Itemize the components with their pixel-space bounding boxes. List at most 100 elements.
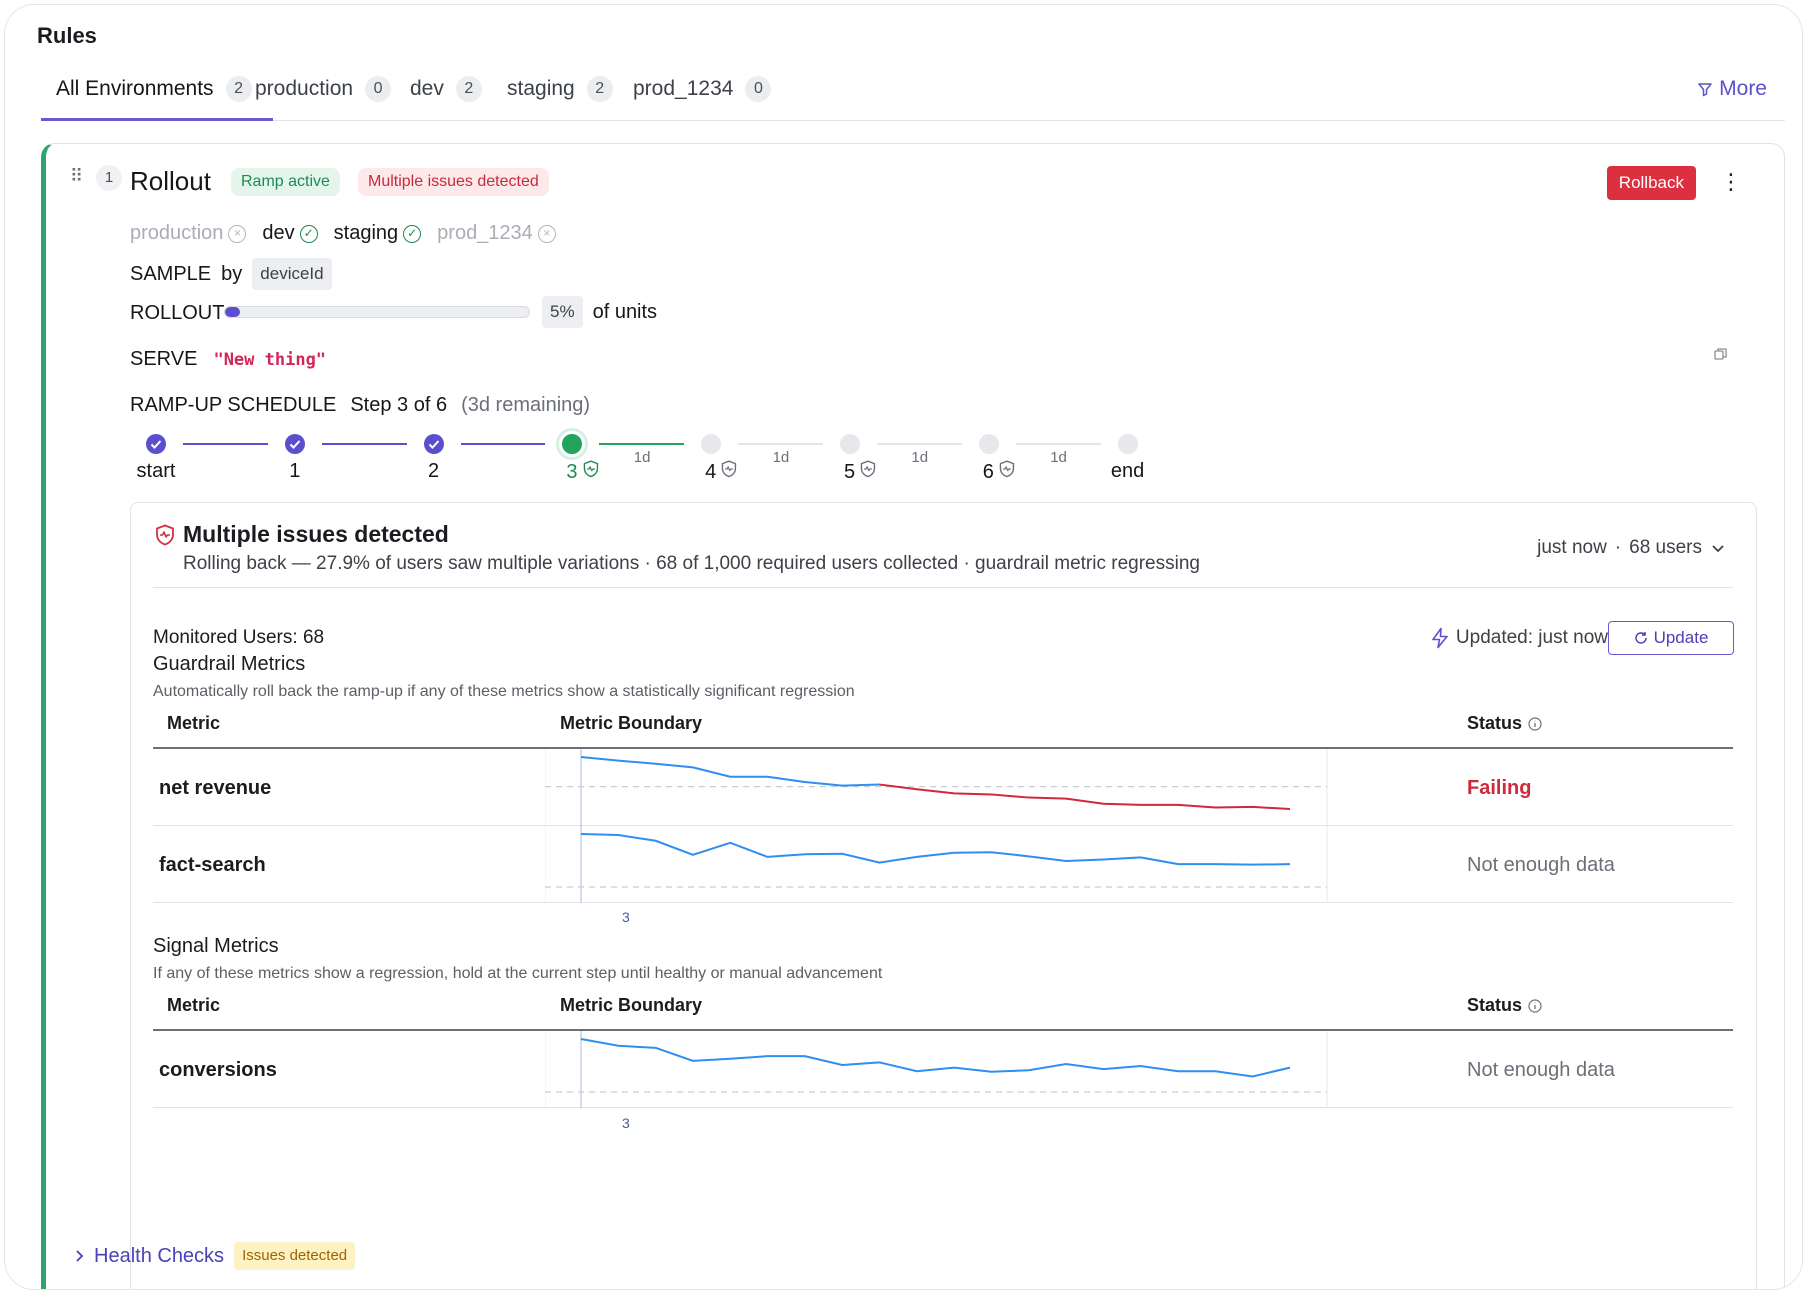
check-icon: [289, 440, 301, 449]
tab-label: production: [255, 77, 354, 100]
shield-icon: [999, 460, 1015, 484]
env-dev: dev ✓: [262, 222, 318, 245]
environment-status-list: production × dev ✓ staging ✓ prod_1234 ×: [130, 222, 556, 245]
tab-production[interactable]: production 0: [255, 76, 392, 121]
tab-label: prod_1234: [633, 77, 734, 100]
rollout-units: of units: [592, 300, 658, 323]
check-icon: [428, 440, 439, 449]
guardrail-description: Automatically roll back the ramp-up if a…: [153, 683, 855, 700]
lightning-icon: [1432, 627, 1448, 649]
step-node-1: [284, 434, 305, 454]
check-circle-icon: ✓: [299, 224, 318, 243]
step-axis-tick: 3: [622, 909, 630, 925]
drag-handle-icon[interactable]: ⠿: [70, 166, 83, 186]
step-label: 6: [983, 460, 1015, 484]
step-duration-label: 1d: [772, 449, 790, 466]
step-connector: [599, 443, 685, 445]
update-label: Update: [1653, 628, 1709, 647]
step-label: 2: [428, 460, 440, 482]
table-row: conversions Not enough data: [153, 1031, 1733, 1108]
sample-label: SAMPLE: [130, 262, 212, 285]
updated-label: Updated: just now: [1455, 627, 1608, 648]
rollback-button[interactable]: Rollback: [1606, 166, 1696, 200]
tab-all-environments[interactable]: All Environments 2: [56, 76, 252, 121]
step-node-start: [146, 434, 166, 454]
divider: [153, 587, 1733, 588]
col-metric: Metric: [167, 713, 221, 733]
step-node-4: [701, 434, 722, 454]
metric-name: net revenue: [159, 777, 272, 799]
table-row: fact-search Not enough data: [153, 826, 1733, 903]
chevron-down-icon: [1712, 545, 1724, 553]
monitored-users: Monitored Users: 68: [153, 627, 324, 649]
status-failing: Failing: [1467, 777, 1532, 799]
col-metric-boundary: Metric Boundary: [560, 713, 703, 733]
tab-prod-1234[interactable]: prod_1234 0: [633, 76, 772, 121]
schedule-remaining: (3d remaining): [461, 394, 591, 416]
environment-tabs: All Environments 2 production 0 dev 2 st…: [41, 67, 1785, 121]
update-button[interactable]: Update: [1608, 621, 1734, 655]
copy-icon[interactable]: [1714, 347, 1728, 361]
rule-card: ⠿ 1 Rollout Ramp active Multiple issues …: [41, 143, 1785, 1289]
sample-by: by: [221, 262, 243, 285]
filter-icon: [1698, 83, 1712, 97]
health-checks-row: Health Checks Issues detected: [74, 1242, 356, 1270]
guardrail-table: Metric Metric Boundary Status net revenu…: [153, 713, 1733, 933]
updated-status: Updated: just now: [1430, 627, 1608, 649]
info-icon[interactable]: [1528, 998, 1542, 1013]
step-node-end: [1117, 434, 1138, 454]
step-node-3: [559, 431, 586, 457]
step-label: start: [136, 460, 176, 482]
shield-icon: [860, 460, 876, 484]
kebab-menu-icon[interactable]: ⋮: [1720, 169, 1742, 194]
rule-number: 1: [96, 165, 122, 191]
tab-staging[interactable]: staging 2: [507, 76, 613, 121]
step-connector: [460, 443, 546, 445]
sample-row: SAMPLE by deviceId: [130, 258, 332, 290]
issues-time: just now: [1537, 537, 1607, 558]
metric-series-line: [580, 756, 880, 787]
tab-count: 0: [365, 76, 392, 102]
tab-count: 2: [586, 76, 613, 102]
schedule-row: RAMP-UP SCHEDULE Step 3 of 6 (3d remaini…: [130, 394, 590, 417]
health-checks-toggle[interactable]: Health Checks: [74, 1245, 224, 1268]
issues-subtitle: Rolling back — 27.9% of users saw multip…: [183, 553, 1200, 574]
monitored-label: Monitored Users:: [153, 627, 298, 648]
shield-icon: [582, 460, 598, 484]
col-status-label: Status: [1467, 713, 1523, 733]
app-window: Rules All Environments 2 production 0 de…: [4, 4, 1803, 1290]
step-connector: [1015, 443, 1101, 445]
ramp-schedule-stepper: start 1 2 3 1d 4 1d 5 1d 6 1d end: [130, 431, 1250, 504]
signal-description: If any of these metrics show a regressio…: [153, 965, 883, 982]
tab-count: 2: [455, 76, 482, 102]
issues-users: 68 users: [1629, 537, 1702, 558]
metric-boundary-chart: [545, 1031, 1328, 1108]
step-node-6: [978, 434, 999, 454]
health-checks-label: Health Checks: [94, 1244, 225, 1267]
step-connector: [738, 443, 823, 445]
issues-meta-toggle[interactable]: just now · 68 users: [1537, 537, 1726, 559]
check-icon: [150, 440, 162, 449]
tab-count: 2: [225, 76, 252, 102]
env-prod-1234: prod_1234 ×: [437, 222, 556, 245]
more-filter-button[interactable]: More: [1697, 77, 1767, 101]
metric-name: fact-search: [159, 854, 266, 876]
env-staging: staging ✓: [334, 222, 422, 245]
metric-series-line: [580, 1038, 1291, 1078]
metric-name: conversions: [159, 1059, 277, 1081]
metric-series-line: [580, 833, 1291, 866]
col-status-label: Status: [1467, 995, 1523, 1015]
tab-dev[interactable]: dev 2: [410, 76, 482, 121]
step-connector: [183, 443, 268, 445]
serve-label: SERVE: [130, 348, 198, 370]
table-row: net revenue Failing: [153, 749, 1733, 826]
env-label: production: [130, 222, 224, 244]
col-status: Status: [1467, 713, 1542, 734]
step-node-5: [840, 434, 860, 454]
step-duration-label: 1d: [911, 449, 929, 466]
metric-boundary-chart: [545, 749, 1328, 826]
issues-panel: Multiple issues detected Rolling back — …: [130, 502, 1757, 1289]
env-label: staging: [333, 222, 399, 244]
step-node-2: [423, 434, 444, 454]
info-icon[interactable]: [1528, 716, 1542, 731]
